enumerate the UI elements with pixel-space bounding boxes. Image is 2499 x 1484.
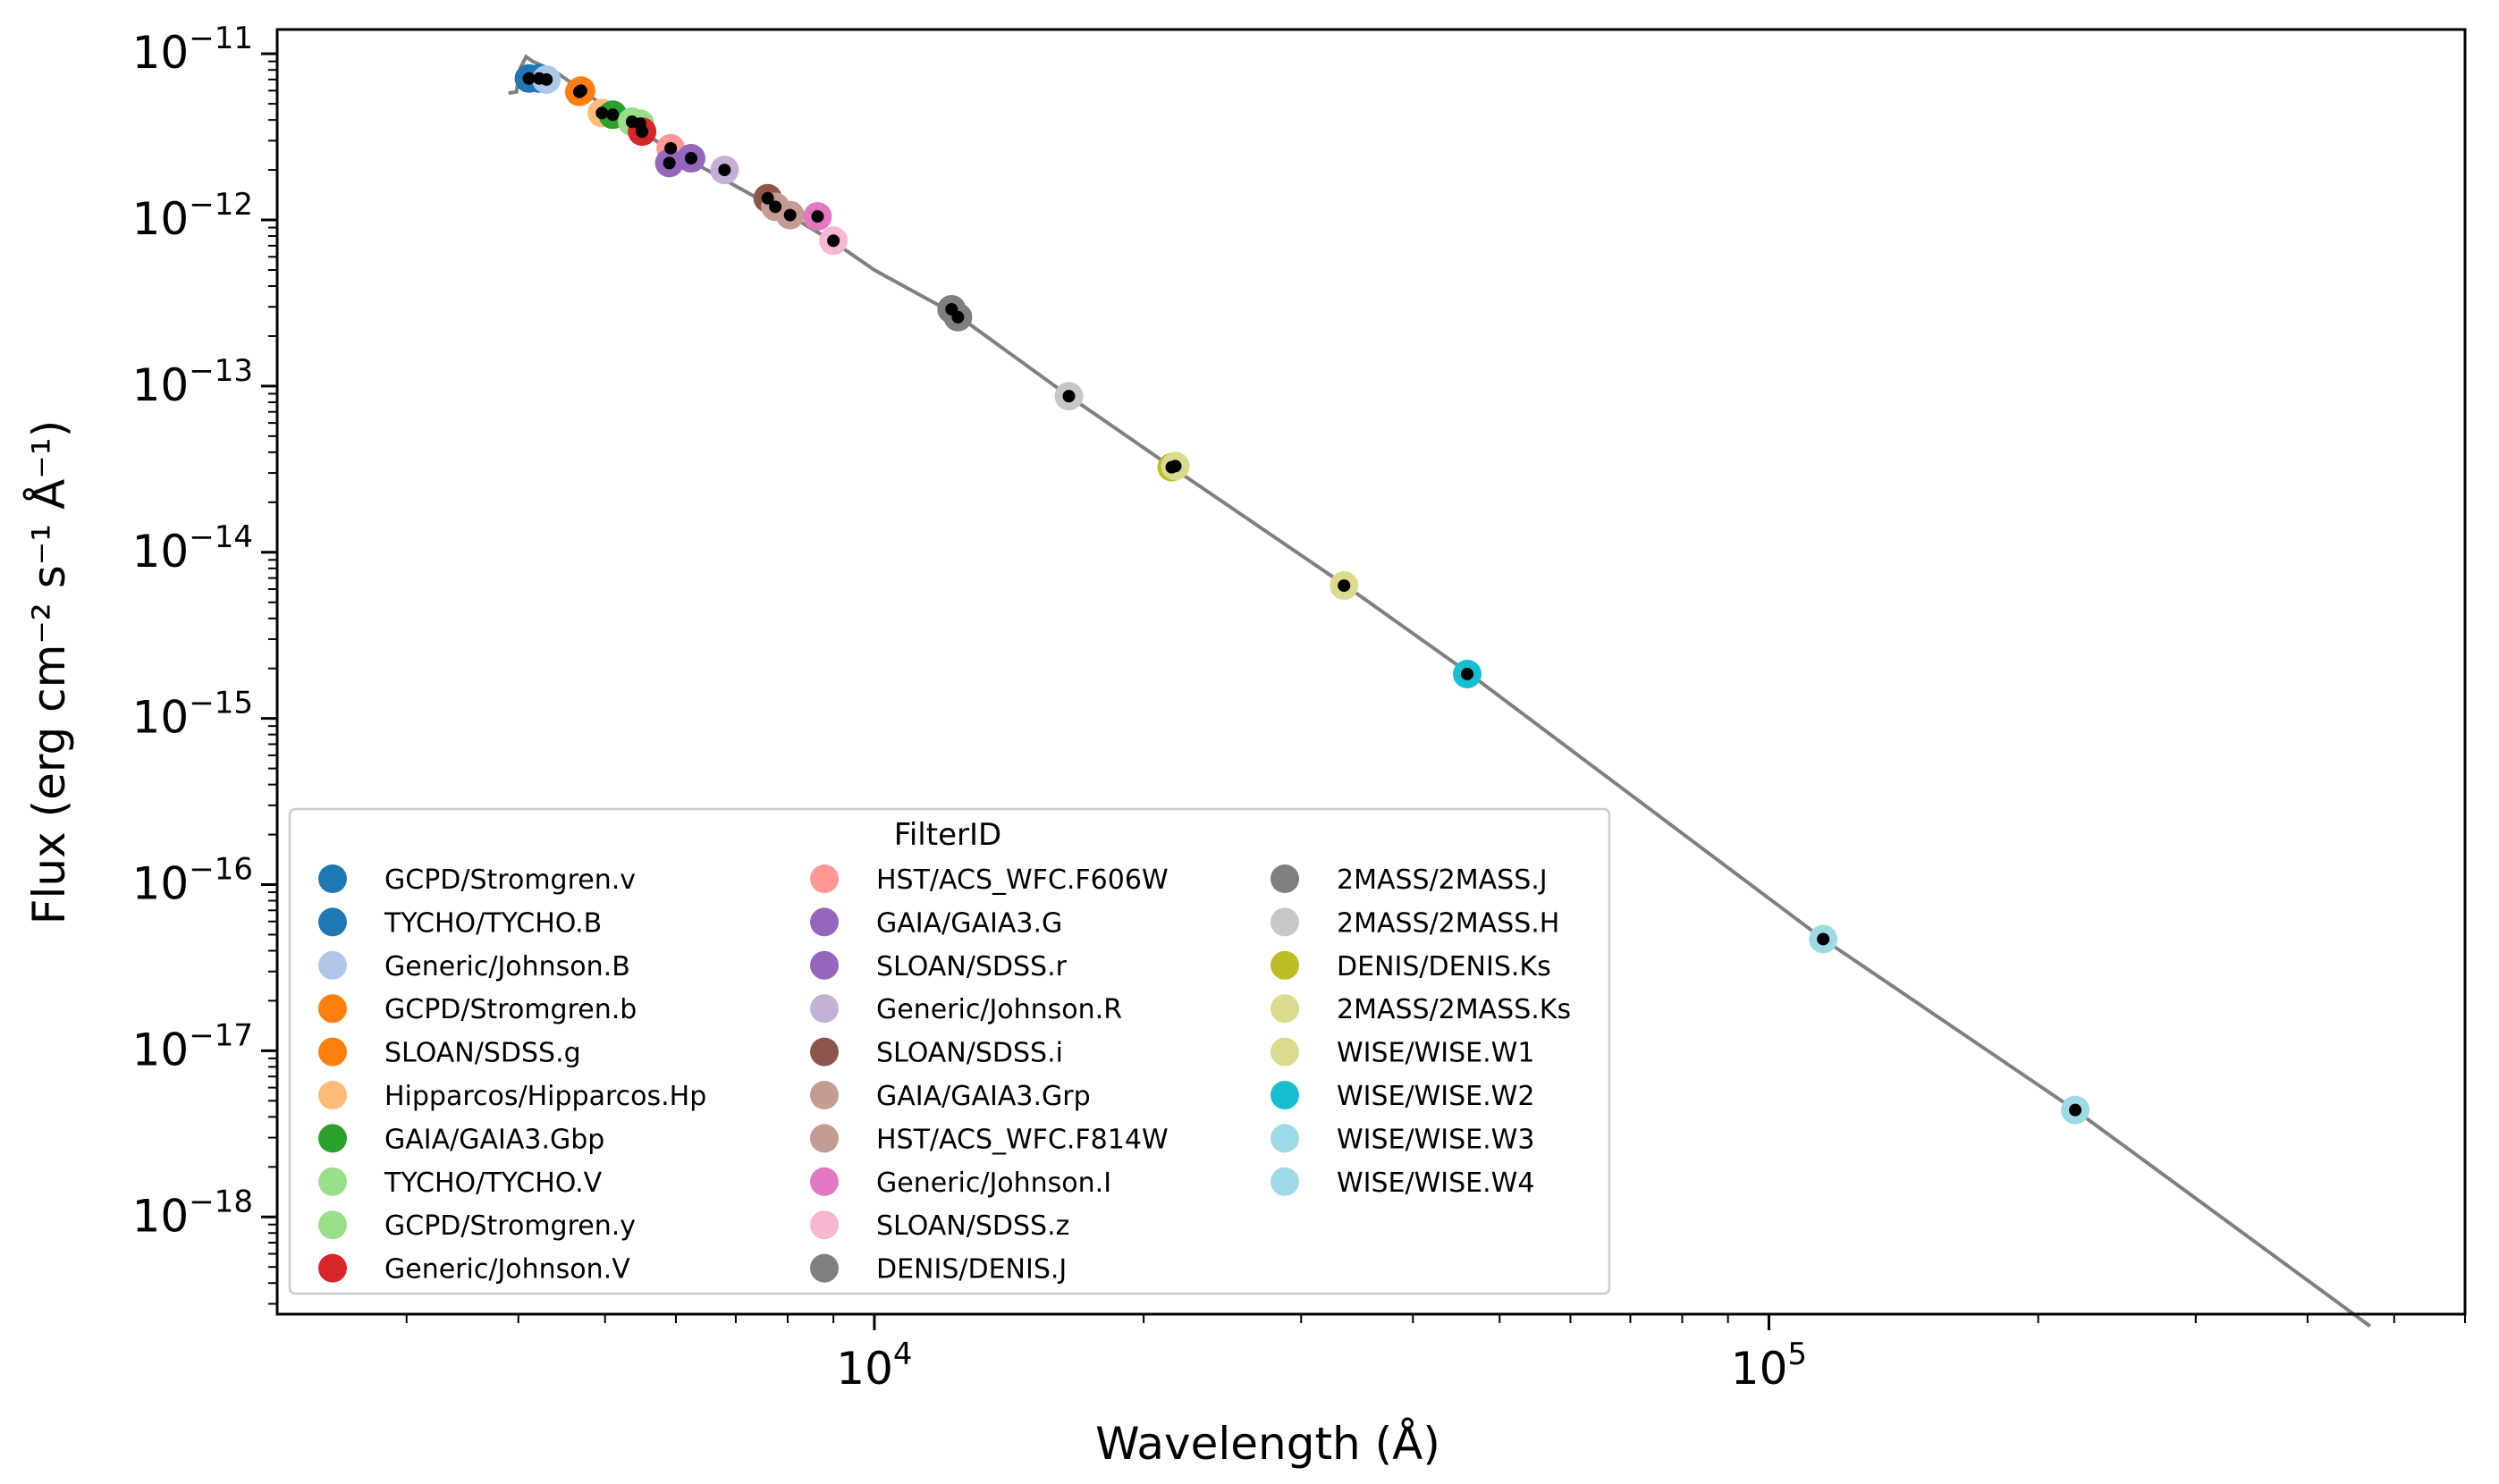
y-tick-label: 10−18: [132, 1184, 253, 1242]
legend-marker: [810, 1124, 839, 1153]
legend: FilterID GCPD/Stromgren.v TYCHO/TYCHO.B Ge…: [288, 807, 1611, 1295]
x-axis-label: Wavelength (Å): [1095, 1418, 1440, 1470]
legend-marker: [810, 1167, 839, 1196]
y-tick-label: 10−12: [132, 187, 253, 245]
y-tick-label: 10−13: [132, 353, 253, 411]
legend-marker: [1271, 950, 1299, 980]
legend-label: GCPD/Stromgren.v: [384, 864, 636, 896]
legend-marker: [810, 907, 839, 937]
legend-marker: [1271, 907, 1299, 937]
legend-marker: [1271, 1124, 1299, 1153]
legend-marker: [810, 950, 839, 980]
legend-label: HST/ACS_WFC.F814W: [876, 1124, 1169, 1155]
x-tick-label: 105: [1731, 1336, 1807, 1395]
data-point-center-11: [664, 141, 678, 155]
legend-marker: [1271, 994, 1299, 1024]
data-point-center-19: [827, 234, 840, 248]
y-tick-label: 10−17: [132, 1017, 253, 1075]
data-point-center-15: [761, 191, 774, 205]
legend-label: TYCHO/TYCHO.V: [384, 1168, 603, 1199]
legend-label: WISE/WISE.W3: [1337, 1124, 1534, 1155]
legend-marker: [1271, 1037, 1299, 1067]
legend-marker: [810, 1081, 839, 1109]
legend-marker: [318, 1037, 347, 1067]
legend-label: DENIS/DENIS.J: [876, 1254, 1067, 1286]
legend-marker: [810, 864, 839, 893]
data-point-center-28: [2069, 1103, 2082, 1117]
y-tick-label: 10−11: [132, 21, 253, 79]
data-point-center-27: [1817, 932, 1830, 946]
data-point-center-16: [769, 200, 782, 214]
legend-label: WISE/WISE.W1: [1337, 1038, 1534, 1069]
legend-marker: [1271, 1081, 1299, 1109]
legend-marker: [1271, 1167, 1299, 1196]
legend-marker: [318, 1081, 347, 1109]
y-tick-label: 10−14: [132, 519, 253, 578]
legend-marker: [318, 907, 347, 937]
legend-marker: [318, 1124, 347, 1153]
legend-label: SLOAN/SDSS.z: [876, 1210, 1069, 1242]
legend-marker: [318, 1167, 347, 1196]
legend-label: 2MASS/2MASS.Ks: [1337, 994, 1571, 1025]
legend-marker: [318, 864, 347, 893]
legend-label: HST/ACS_WFC.F606W: [876, 864, 1169, 896]
legend-label: Generic/Johnson.B: [384, 951, 630, 982]
legend-label: 2MASS/2MASS.H: [1337, 907, 1559, 939]
legend-label: SLOAN/SDSS.i: [876, 1038, 1063, 1069]
legend-label: GAIA/GAIA3.Gbp: [384, 1124, 604, 1155]
data-point-center-7: [606, 108, 620, 122]
plot-frame: [275, 28, 2467, 1316]
legend-marker: [810, 1210, 839, 1240]
data-point-center-14: [718, 164, 731, 177]
legend-marker: [810, 1037, 839, 1067]
legend-label: 2MASS/2MASS.J: [1337, 864, 1548, 896]
legend-label: Generic/Johnson.I: [876, 1168, 1111, 1199]
legend-marker: [318, 950, 347, 980]
legend-label: TYCHO/TYCHO.B: [384, 907, 602, 939]
data-point-center-13: [684, 152, 697, 165]
legend-label: SLOAN/SDSS.g: [384, 1038, 581, 1069]
legend-label: GCPD/Stromgren.b: [384, 994, 637, 1025]
legend-label: GAIA/GAIA3.Grp: [876, 1081, 1091, 1112]
legend-label: WISE/WISE.W2: [1337, 1081, 1534, 1112]
data-point-center-21: [951, 310, 965, 324]
data-point-center-12: [663, 156, 676, 170]
legend-label: GAIA/GAIA3.G: [876, 907, 1062, 939]
data-point-center-22: [1062, 390, 1076, 403]
legend-label: Hipparcos/Hipparcos.Hp: [384, 1081, 706, 1112]
legend-marker: [318, 1210, 347, 1240]
data-point-center-6: [595, 106, 609, 120]
legend-label: DENIS/DENIS.Ks: [1337, 951, 1551, 982]
legend-label: Generic/Johnson.V: [384, 1254, 630, 1286]
data-point-center-1: [522, 72, 536, 85]
y-tick-label: 10−16: [132, 852, 253, 910]
data-point-center-17: [783, 208, 797, 222]
y-axis-label: Flux (erg cm⁻² s⁻¹ Å⁻¹): [23, 420, 75, 924]
legend-label: WISE/WISE.W4: [1337, 1168, 1534, 1199]
data-point-center-24: [1169, 460, 1182, 473]
data-point-center-3: [540, 72, 553, 86]
legend-marker: [810, 994, 839, 1024]
legend-title: FilterID: [894, 817, 1001, 853]
legend-label: GCPD/Stromgren.y: [384, 1210, 636, 1242]
legend-marker: [810, 1253, 839, 1283]
data-point-center-5: [574, 84, 587, 97]
x-tick-label: 104: [836, 1336, 912, 1395]
legend-marker: [318, 1253, 347, 1283]
x-axis: 104 105: [405, 1314, 2466, 1395]
y-axis: 10−11 10−12 10−13 10−14 10−15 10−16 10−17 10−18: [132, 21, 277, 1305]
photometry-points: [514, 63, 2090, 1125]
data-point-center-26: [1461, 667, 1474, 680]
legend-label: SLOAN/SDSS.r: [876, 951, 1068, 982]
y-tick-label: 10−15: [132, 686, 253, 744]
data-point-center-25: [1338, 579, 1351, 593]
data-point-center-10: [636, 125, 649, 139]
legend-marker: [1271, 864, 1299, 893]
legend-label: Generic/Johnson.R: [876, 994, 1122, 1025]
legend-marker: [318, 994, 347, 1024]
data-point-center-18: [811, 210, 824, 223]
